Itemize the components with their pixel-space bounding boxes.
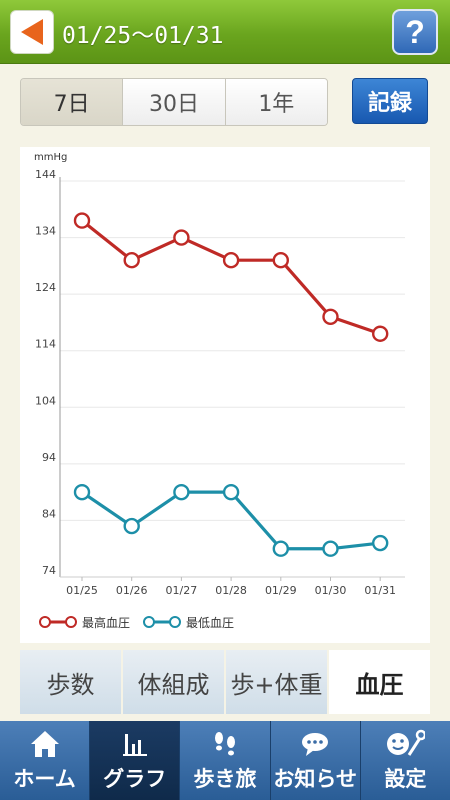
x-tick-label: 01/26 — [116, 584, 148, 597]
bottom-navigation: ホーム グラフ 歩き旅 — [0, 721, 450, 800]
legend-marker-systolic — [39, 616, 77, 628]
chart-legend: 最高血圧 最低血圧 — [38, 612, 246, 632]
record-button[interactable]: 記録 — [352, 78, 428, 124]
date-range-title: 01/25～01/31 — [62, 23, 224, 49]
nav-notifications[interactable]: お知らせ — [270, 721, 361, 800]
legend-label-diastolic: 最低血圧 — [186, 615, 235, 630]
home-icon — [30, 731, 59, 757]
nav-settings[interactable]: 設定 — [360, 721, 450, 800]
footprints-icon — [215, 732, 235, 756]
nav-home[interactable]: ホーム — [0, 721, 91, 800]
data-point-series1 — [322, 540, 339, 557]
y-tick-label: 144 — [35, 168, 56, 181]
legend-item-systolic: 最高血圧 — [38, 614, 130, 631]
tab-30days[interactable]: 30日 — [123, 79, 226, 125]
x-tick-label: 01/29 — [265, 584, 297, 597]
nav-settings-label: 設定 — [384, 767, 427, 791]
tab-1year[interactable]: 1年 — [225, 79, 327, 125]
x-tick-label: 01/27 — [166, 584, 198, 597]
tab-7days[interactable]: 7日 — [21, 79, 124, 125]
data-point-series1 — [123, 517, 140, 535]
data-point-series0 — [322, 308, 339, 325]
chart-canvas: mmHg 144 134 124 114 104 94 84 74 01/25 01/26 01/27… — [34, 152, 405, 597]
nav-walking-trip-label: 歩き旅 — [193, 767, 257, 791]
data-point-series0 — [123, 251, 140, 269]
nav-graph-label: グラフ — [103, 767, 167, 791]
y-tick-label: 94 — [42, 451, 56, 464]
period-tabs: 7日 30日 1年 — [20, 78, 328, 126]
data-point-series1 — [73, 483, 91, 501]
data-point-series0 — [222, 251, 240, 269]
y-tick-label: 114 — [35, 338, 56, 351]
data-point-series0 — [73, 212, 91, 229]
y-tick-label: 84 — [42, 507, 56, 520]
header-bar: 01/25～01/31 ? — [0, 0, 450, 64]
x-tick-label: 01/28 — [215, 584, 247, 597]
nav-notifications-label: お知らせ — [273, 767, 357, 791]
speech-bubble-icon — [302, 733, 329, 756]
nav-home-label: ホーム — [13, 767, 76, 791]
legend-item-diastolic: 最低血圧 — [142, 614, 234, 631]
help-button[interactable]: ? — [392, 9, 438, 55]
y-tick-label: 124 — [35, 281, 56, 294]
settings-icon — [387, 729, 426, 756]
legend-marker-diastolic — [143, 616, 182, 628]
legend-label-systolic: 最高血圧 — [82, 615, 131, 630]
x-tick-label: 01/30 — [315, 584, 347, 597]
data-point-series1 — [272, 540, 289, 557]
tab-body-composition[interactable]: 体組成 — [123, 650, 226, 714]
y-tick-label: 74 — [42, 564, 56, 577]
nav-graph[interactable]: グラフ — [90, 721, 181, 800]
data-point-series1 — [372, 534, 389, 552]
back-arrow-icon — [21, 19, 43, 45]
x-tick-label: 01/31 — [364, 584, 396, 597]
y-tick-label: 104 — [35, 394, 56, 407]
nav-walking-trip[interactable]: 歩き旅 — [180, 721, 271, 800]
tab-steps[interactable]: 歩数 — [20, 650, 123, 714]
data-point-series1 — [222, 483, 240, 501]
data-point-series1 — [173, 483, 190, 501]
y-axis-unit-label: mmHg — [34, 152, 67, 163]
data-point-series0 — [272, 251, 289, 269]
x-tick-label: 01/25 — [66, 584, 98, 597]
data-point-series0 — [173, 229, 190, 246]
y-tick-label: 134 — [35, 225, 56, 238]
back-button[interactable] — [10, 10, 54, 54]
blood-pressure-chart: mmHg 144 134 124 114 104 94 84 74 01/25 01/26 01/27… — [20, 147, 430, 643]
category-tabs: 歩数 体組成 歩+体重 血圧 — [20, 650, 430, 714]
data-point-series0 — [372, 325, 389, 342]
tab-blood-pressure[interactable]: 血圧 — [329, 650, 430, 714]
bar-chart-icon — [122, 734, 147, 756]
tab-steps-weight[interactable]: 歩+体重 — [226, 650, 329, 714]
